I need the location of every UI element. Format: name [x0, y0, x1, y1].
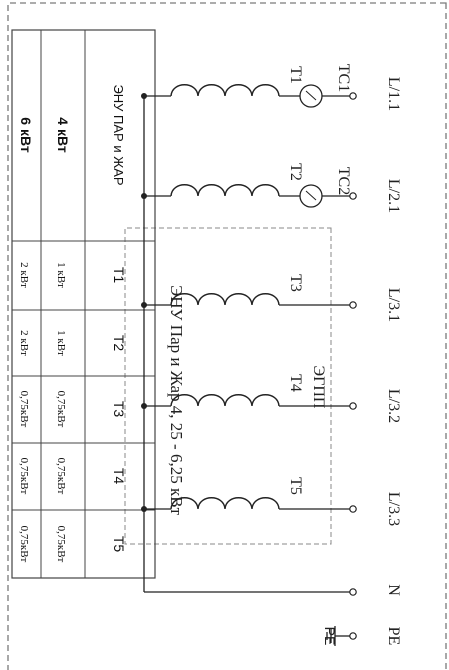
thermostat-label-tc2: TC2: [335, 167, 352, 195]
junction-dot-t2: [141, 193, 147, 199]
junction-dot-t1: [141, 93, 147, 99]
egpp-group-box: [124, 227, 332, 545]
pe-ground-label: PE: [322, 627, 338, 646]
table-header-title: ЭНУ ПАР и ЖАР: [111, 84, 126, 185]
table-row2-t1: 2 кВт: [18, 262, 30, 288]
terminal-label-l3-1: L/3.1: [385, 288, 402, 322]
terminal-t2: [349, 192, 357, 200]
table-border: [11, 29, 156, 579]
table-header-t2: T2: [111, 335, 127, 352]
wiring-group: [141, 84, 357, 646]
diagram-title: ЭНУ Пар и Жар 4, 25 - 6,25 кВт: [167, 285, 186, 516]
terminal-t1: [349, 92, 357, 100]
table-row1-t3: 0,75кВт: [55, 391, 67, 428]
table-row1-t5: 0,75кВт: [55, 526, 67, 563]
junction-dot-t5: [141, 506, 147, 512]
table-header-t1: T1: [111, 267, 127, 284]
terminal-label-pe: PE: [385, 627, 402, 646]
heater-label-t5: T5: [287, 477, 304, 495]
heater-coil-t4: [170, 394, 280, 407]
table-row2-t3: 0,75кВт: [18, 391, 30, 428]
terminal-t4: [349, 402, 357, 410]
heater-label-t2: T2: [287, 163, 304, 181]
terminal-label-l2-1: L/2.1: [385, 179, 402, 213]
terminal-t5: [349, 505, 357, 513]
table-row2-t5: 0,75кВт: [18, 526, 30, 563]
table-row1-t1: 1 кВт: [55, 262, 67, 288]
terminal-n: [349, 588, 357, 596]
heater-coil-t3: [170, 293, 280, 306]
thermostat-label-tc1: TC1: [335, 64, 352, 92]
heater-label-t4: T4: [287, 374, 304, 392]
table-header-t5: T5: [111, 536, 127, 553]
heater-coil-t2: [170, 184, 280, 197]
egpp-group-label: ЭГПП: [310, 366, 327, 409]
power-table: ЭНУ ПАР и ЖАР T1 T2 T3 T4 T5 4 кВт 1 кВт…: [11, 29, 156, 579]
outer-dashed-frame: [7, 2, 447, 670]
terminal-pe: [349, 632, 357, 640]
table-row1-label: 4 кВт: [55, 117, 71, 153]
table-row1-t2: 1 кВт: [55, 330, 67, 356]
heater-coil-t5: [170, 497, 280, 510]
terminal-label-n: N: [385, 584, 402, 596]
heater-label-t3: T3: [287, 274, 304, 292]
junction-dot-t3: [141, 302, 147, 308]
table-header-t3: T3: [111, 401, 127, 418]
terminal-label-l3-3: L/3.3: [385, 492, 402, 526]
table-row2-t2: 2 кВт: [18, 330, 30, 356]
table-row2-label: 6 кВт: [18, 117, 34, 153]
table-row2-t4: 0,75кВт: [18, 458, 30, 495]
table-header-t4: T4: [111, 468, 127, 485]
junction-dot-t4: [141, 403, 147, 409]
heater-label-t1: T1: [287, 66, 304, 84]
terminal-label-l1-1: L/1.1: [385, 77, 402, 111]
thermostat-mark-t2: [305, 190, 317, 201]
thermostat-mark-t1: [305, 90, 317, 101]
heater-coil-t1: [170, 84, 280, 97]
table-row1-t4: 0,75кВт: [55, 458, 67, 495]
terminal-label-l3-2: L/3.2: [385, 389, 402, 423]
terminal-t3: [349, 301, 357, 309]
